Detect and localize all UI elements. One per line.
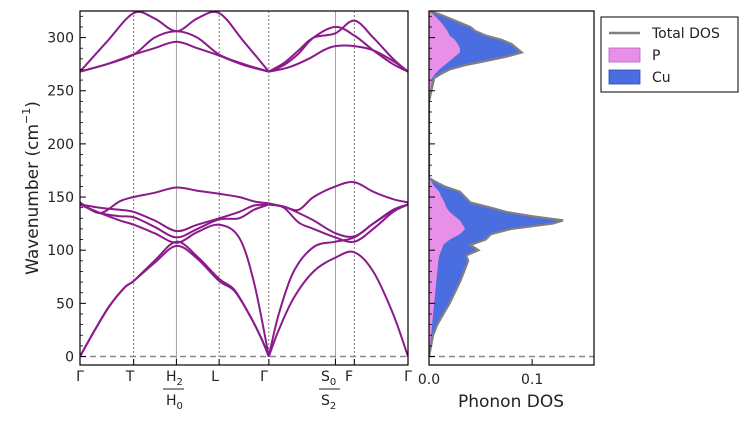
legend-label-total: Total DOS	[651, 26, 720, 42]
legend-swatch-p	[608, 47, 641, 63]
band-line-0	[80, 40, 270, 73]
kpoint-label-gamma-2: Γ	[260, 369, 268, 385]
band-line-8	[80, 203, 270, 357]
y-tick-label-50: 50	[56, 296, 74, 312]
kpoint-label-h2: H2	[166, 369, 183, 388]
band-frame	[79, 10, 409, 366]
kpoint-label-s2: S2	[321, 393, 336, 412]
band-line-14	[268, 203, 408, 244]
y-axis-title: Wavenumber (cm−1)	[20, 101, 43, 275]
band-x-ticks	[79, 359, 409, 365]
legend-swatch-cu	[608, 69, 641, 85]
band-line-5	[268, 44, 408, 73]
kpoint-label-gamma-1: Γ	[76, 369, 84, 385]
y-tick-label-300: 300	[47, 31, 74, 47]
kpoint-label-l: L	[211, 369, 219, 385]
band-lines	[80, 11, 408, 357]
dos-x-ticks: 0.0 0.1	[418, 359, 543, 388]
dos-areas	[429, 11, 564, 357]
band-line-2	[80, 30, 270, 73]
kpoint-label-s0: S0	[321, 369, 336, 388]
dos-y-ticks	[429, 15, 435, 357]
y-tick-label-0: 0	[65, 349, 74, 365]
kpoint-label-h0: H0	[166, 393, 183, 412]
band-line-10	[80, 203, 269, 233]
band-line-6	[80, 244, 270, 357]
dos-x-tick-label-1: 0.1	[521, 372, 543, 388]
dos-area-p	[429, 11, 466, 357]
band-line-11	[80, 186, 269, 215]
y-tick-label-200: 200	[47, 137, 74, 153]
band-line-13	[267, 203, 408, 357]
dos-line-total	[429, 11, 564, 357]
legend-label-cu: Cu	[652, 70, 671, 86]
x-axis-title-dos: Phonon DOS	[458, 392, 564, 412]
dos-panel: 0.0 0.1 Phonon DOS	[418, 10, 595, 412]
y-tick-label-250: 250	[47, 84, 74, 100]
band-line-7	[80, 240, 270, 357]
kpoint-labels: Γ T H2 H0 L Γ S0 S2 F Γ	[76, 369, 412, 412]
kpoint-label-gamma-3: Γ	[404, 369, 412, 385]
y-tick-label-150: 150	[47, 190, 74, 206]
band-structure-panel: 0 50 100 150 200 250 300 Γ T H2 H0 L Γ S0 S2 F…	[20, 10, 412, 412]
band-line-3	[268, 25, 408, 73]
kpoint-label-t: T	[125, 369, 135, 385]
band-y-ticks: 0 50 100 150 200 250 300	[47, 15, 86, 365]
legend-label-p: P	[652, 48, 660, 64]
kpoint-label-f: F	[345, 369, 353, 385]
band-line-12	[267, 250, 408, 357]
dos-area-cu	[429, 11, 564, 357]
band-line-16	[268, 181, 408, 212]
dos-frame	[428, 10, 595, 366]
y-tick-label-100: 100	[47, 243, 74, 259]
dos-x-tick-label-0: 0.0	[418, 372, 440, 388]
band-line-4	[268, 19, 408, 73]
legend: Total DOS P Cu	[600, 16, 739, 93]
band-line-9	[80, 203, 270, 239]
